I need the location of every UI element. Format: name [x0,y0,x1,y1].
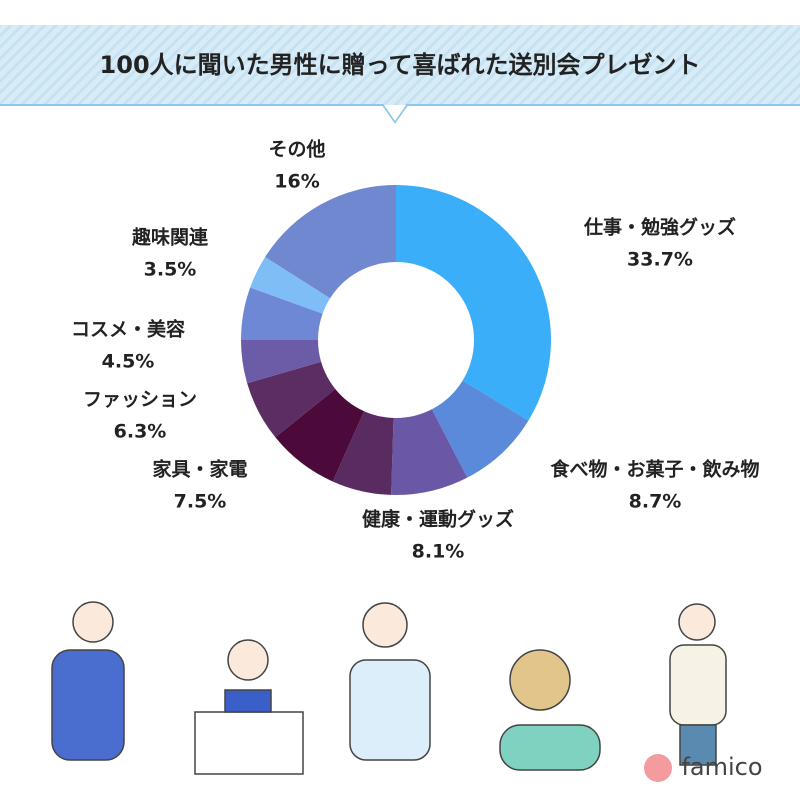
slice-label: 仕事・勉強グッズ [583,216,736,239]
value-label: 4.5% [102,351,155,373]
slice [265,184,396,299]
logo-icon [644,754,672,782]
slice [275,388,365,482]
value-label: 8.1% [412,541,465,563]
slice [431,380,529,478]
value-label: 6.3% [114,421,167,443]
slice [250,256,331,314]
donut [241,184,552,495]
title-banner [0,25,800,105]
slice [241,340,322,384]
chart-title: 100人に聞いた男性に贈って喜ばれた送別会プレゼント [100,51,701,79]
slice-label: 健康・運動グッズ [362,508,514,531]
slice [332,411,394,495]
illustrations [51,601,727,775]
banner-notch [384,105,406,121]
value-label: 33.7% [627,249,693,271]
slice-label: 家具・家電 [152,458,247,481]
slice [396,185,552,421]
value-label: 7.5% [174,491,227,513]
slice-label: ファッション [83,389,197,411]
slice [391,409,468,495]
logo: famico [681,753,762,781]
slice-label: 食べ物・お菓子・飲み物 [550,458,759,481]
slice-label: コスメ・美容 [71,318,185,341]
slice [241,287,323,340]
value-label: 16% [274,171,319,193]
slice-label: 趣味関連 [131,226,209,249]
value-label: 8.7% [629,491,682,513]
slice-label: その他 [268,138,325,161]
banner-line [0,104,800,124]
value-label: 3.5% [144,259,197,281]
slice [247,361,336,438]
